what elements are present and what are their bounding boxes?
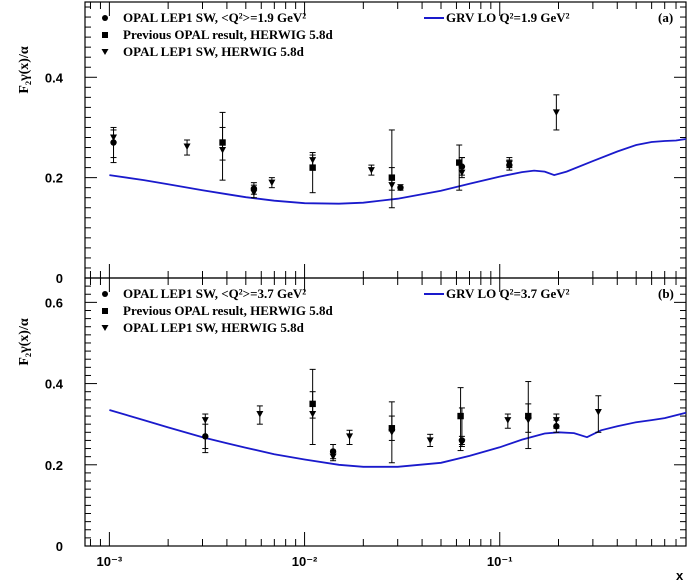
data-point-triangle bbox=[504, 417, 512, 424]
data-point-triangle bbox=[552, 417, 560, 424]
y-tick-label: 0.6 bbox=[45, 295, 63, 310]
legend-label: OPAL LEP1 SW, HERWIG 5.8d bbox=[123, 320, 305, 335]
y-tick-label: 0.2 bbox=[45, 171, 63, 186]
panel-tag: (a) bbox=[658, 10, 673, 25]
data-point-square bbox=[457, 412, 464, 420]
data-point-triangle bbox=[256, 411, 264, 418]
data-point-triangle bbox=[552, 109, 560, 116]
data-point-triangle bbox=[426, 437, 434, 444]
data-point-triangle bbox=[594, 409, 602, 416]
legend-marker-triangle bbox=[101, 325, 109, 331]
y-tick-label: 0.4 bbox=[45, 70, 64, 85]
legend-marker-square bbox=[102, 308, 108, 314]
x-tick-label: 10⁻¹ bbox=[487, 554, 513, 569]
data-point-triangle bbox=[458, 169, 466, 177]
data-point-triangle bbox=[388, 429, 396, 436]
data-point-triangle bbox=[458, 439, 466, 446]
x-axis-label: x bbox=[676, 568, 684, 581]
data-point-square bbox=[456, 159, 463, 166]
y-axis-label: F₂γ(x)/α bbox=[17, 46, 32, 94]
data-point-triangle bbox=[183, 143, 191, 151]
legend-marker-circle bbox=[102, 291, 108, 297]
data-point-triangle bbox=[201, 417, 209, 424]
data-point-triangle bbox=[329, 453, 337, 461]
data-point-triangle bbox=[268, 179, 276, 187]
x-tick-label: 10⁻² bbox=[292, 554, 318, 569]
panel-a: 0 0.2 0.4 F₂γ(x)/α OPAL LEP1 SW, <Q²>=1.9 Ge… bbox=[17, 1, 687, 286]
data-point-triangle bbox=[309, 411, 317, 418]
y-axis-label: F₂γ(x)/α bbox=[17, 318, 32, 366]
y-tick-label: 0.2 bbox=[45, 458, 63, 473]
legend-marker-triangle bbox=[101, 49, 109, 55]
data-point-triangle bbox=[250, 189, 258, 197]
x-tick-label: 10⁻³ bbox=[97, 554, 123, 569]
data-point-triangle bbox=[219, 147, 227, 154]
legend-label: OPAL LEP1 SW, <Q²>=3.7 GeV² bbox=[123, 286, 306, 301]
data-point-triangle bbox=[524, 417, 532, 424]
panel-tag: (b) bbox=[658, 286, 674, 301]
data-point-triangle bbox=[309, 157, 317, 164]
panel-b: 0 0.2 0.4 0.6 10⁻³ 10⁻² 10⁻¹ F₂γ(x)/α OPAL LEP1 … bbox=[17, 277, 687, 569]
theory-curve bbox=[109, 409, 687, 468]
data-point-triangle bbox=[367, 167, 375, 174]
data-point-circle bbox=[397, 184, 404, 191]
data-point-triangle bbox=[110, 134, 118, 141]
curve-legend-label: GRV LO Q²=3.7 GeV² bbox=[446, 286, 570, 301]
data-point-triangle bbox=[505, 160, 513, 168]
legend-marker-circle bbox=[102, 15, 108, 21]
legend-marker-square bbox=[102, 32, 108, 38]
legend-label: Previous OPAL result, HERWIG 5.8d bbox=[123, 303, 333, 318]
data-point-triangle bbox=[346, 433, 354, 440]
legend-label: OPAL LEP1 SW, HERWIG 5.8d bbox=[123, 44, 305, 59]
plot-frame bbox=[84, 277, 687, 547]
y-tick-label: 0 bbox=[56, 271, 63, 286]
y-tick-label: 0 bbox=[56, 539, 63, 554]
curve-legend-label: GRV LO Q²=1.9 GeV² bbox=[446, 10, 570, 25]
y-tick-label: 0.4 bbox=[45, 377, 64, 392]
data-point-triangle bbox=[388, 182, 396, 189]
legend-label: Previous OPAL result, HERWIG 5.8d bbox=[123, 27, 333, 42]
legend-label: OPAL LEP1 SW, <Q²>=1.9 GeV² bbox=[123, 10, 306, 25]
theory-curve bbox=[109, 138, 687, 205]
